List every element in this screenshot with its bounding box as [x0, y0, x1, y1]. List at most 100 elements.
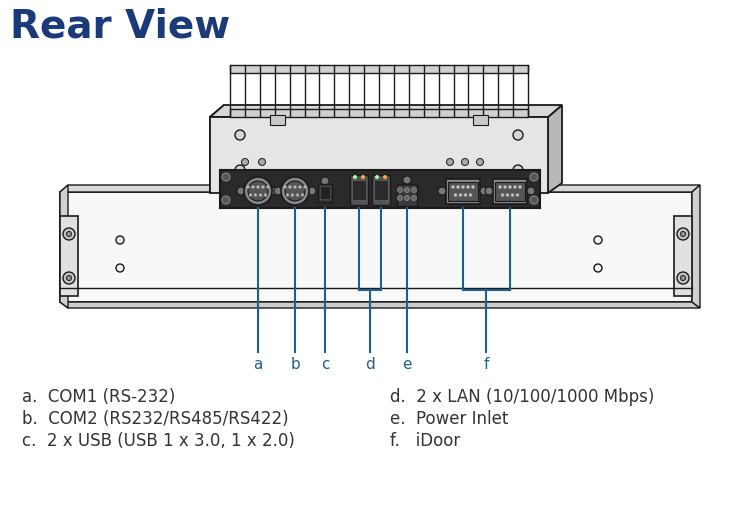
- Circle shape: [353, 175, 357, 179]
- Circle shape: [594, 264, 602, 272]
- Bar: [220, 170, 540, 208]
- Circle shape: [375, 175, 379, 179]
- Circle shape: [461, 158, 469, 166]
- Bar: [270, 115, 285, 125]
- Circle shape: [242, 158, 248, 166]
- Circle shape: [680, 231, 686, 237]
- Text: e: e: [402, 357, 412, 372]
- Circle shape: [222, 173, 230, 181]
- Circle shape: [249, 194, 252, 196]
- Circle shape: [412, 187, 416, 193]
- Circle shape: [63, 228, 75, 240]
- Circle shape: [284, 186, 286, 188]
- Circle shape: [472, 186, 475, 188]
- Circle shape: [294, 186, 296, 188]
- Polygon shape: [692, 185, 700, 308]
- Circle shape: [298, 186, 302, 188]
- Bar: [372, 175, 390, 205]
- Circle shape: [476, 158, 484, 166]
- Circle shape: [446, 158, 454, 166]
- Circle shape: [244, 177, 272, 205]
- Text: f: f: [483, 357, 489, 372]
- Circle shape: [499, 186, 502, 188]
- Circle shape: [506, 194, 509, 197]
- Circle shape: [509, 186, 512, 188]
- Text: e.  Power Inlet: e. Power Inlet: [390, 410, 508, 428]
- Bar: [230, 65, 528, 73]
- Bar: [397, 184, 417, 206]
- Circle shape: [530, 173, 538, 181]
- Polygon shape: [60, 216, 78, 296]
- Circle shape: [308, 187, 316, 195]
- Circle shape: [677, 228, 689, 240]
- Polygon shape: [210, 117, 548, 193]
- Circle shape: [237, 187, 245, 195]
- Polygon shape: [548, 105, 562, 193]
- Circle shape: [259, 158, 266, 166]
- Circle shape: [454, 194, 457, 197]
- Circle shape: [222, 196, 230, 204]
- Circle shape: [264, 194, 267, 196]
- Circle shape: [530, 196, 538, 204]
- Text: c.  2 x USB (USB 1 x 3.0, 1 x 2.0): c. 2 x USB (USB 1 x 3.0, 1 x 2.0): [22, 432, 295, 450]
- Polygon shape: [210, 105, 562, 117]
- Text: Rear View: Rear View: [10, 8, 230, 46]
- Bar: [352, 180, 366, 200]
- Circle shape: [412, 196, 416, 200]
- Circle shape: [511, 194, 514, 197]
- Circle shape: [516, 194, 519, 197]
- Circle shape: [594, 236, 602, 244]
- Circle shape: [274, 187, 282, 195]
- Text: f.   iDoor: f. iDoor: [390, 432, 460, 450]
- Circle shape: [247, 186, 249, 188]
- Circle shape: [514, 186, 517, 188]
- Bar: [230, 109, 528, 117]
- Circle shape: [503, 186, 506, 188]
- Circle shape: [480, 187, 488, 195]
- Circle shape: [296, 194, 298, 196]
- Text: d: d: [365, 357, 375, 372]
- Circle shape: [235, 130, 245, 140]
- Circle shape: [466, 186, 470, 188]
- Circle shape: [291, 194, 294, 196]
- Circle shape: [680, 276, 686, 280]
- Circle shape: [677, 272, 689, 284]
- Bar: [473, 115, 488, 125]
- Bar: [495, 182, 525, 201]
- Circle shape: [271, 187, 279, 195]
- Polygon shape: [674, 216, 692, 296]
- Circle shape: [513, 165, 523, 175]
- Bar: [493, 179, 527, 204]
- Bar: [448, 182, 478, 201]
- Circle shape: [513, 130, 523, 140]
- Circle shape: [485, 187, 493, 195]
- Circle shape: [262, 186, 264, 188]
- Circle shape: [252, 186, 254, 188]
- Circle shape: [286, 194, 289, 196]
- Polygon shape: [210, 105, 224, 193]
- Text: b.  COM2 (RS232/RS485/RS422): b. COM2 (RS232/RS485/RS422): [22, 410, 289, 428]
- Circle shape: [398, 196, 403, 200]
- Bar: [320, 186, 330, 199]
- Circle shape: [267, 186, 269, 188]
- Bar: [318, 184, 332, 202]
- Circle shape: [116, 264, 124, 272]
- Circle shape: [116, 236, 124, 244]
- Circle shape: [404, 187, 410, 193]
- Circle shape: [254, 194, 257, 196]
- Text: d.  2 x LAN (10/100/1000 Mbps): d. 2 x LAN (10/100/1000 Mbps): [390, 388, 654, 406]
- Polygon shape: [60, 302, 700, 308]
- Circle shape: [304, 186, 306, 188]
- Circle shape: [260, 194, 262, 196]
- Circle shape: [289, 186, 291, 188]
- Circle shape: [518, 186, 521, 188]
- Circle shape: [67, 276, 71, 280]
- Bar: [374, 180, 388, 200]
- Circle shape: [457, 186, 460, 188]
- Circle shape: [63, 272, 75, 284]
- Circle shape: [461, 186, 464, 188]
- Polygon shape: [60, 185, 68, 308]
- Circle shape: [383, 175, 387, 179]
- Circle shape: [302, 194, 304, 196]
- Circle shape: [248, 181, 268, 201]
